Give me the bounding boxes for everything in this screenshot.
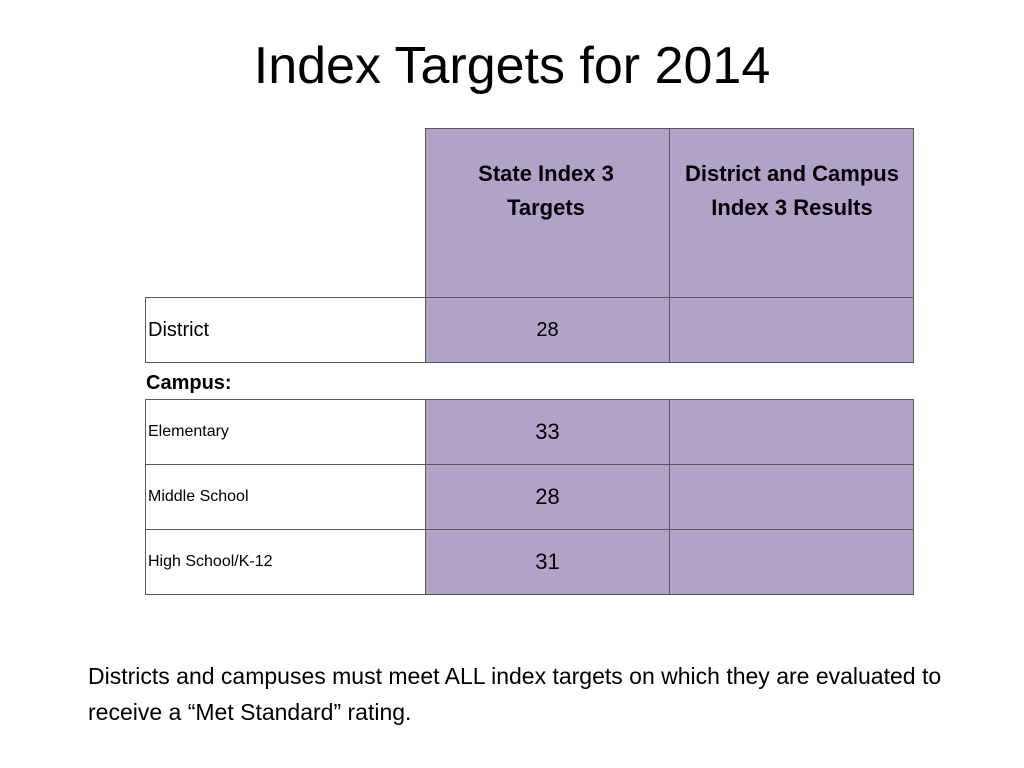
header-state-targets: State Index 3 Targets [478, 161, 614, 220]
high-school-target-cell [425, 529, 670, 595]
district-target-value: 28 [536, 318, 559, 341]
elementary-target-value: 33 [535, 419, 560, 444]
elementary-label: Elementary [148, 423, 229, 440]
campus-section-label: Campus: [146, 371, 232, 394]
district-target-cell [425, 297, 670, 363]
high-school-result-value [669, 529, 914, 595]
header-district-campus-results: District and Campus Index 3 Results [685, 161, 899, 220]
slide-title: Index Targets for 2014 [253, 37, 771, 95]
middle-school-result-value [669, 464, 914, 530]
elementary-result-value [669, 399, 914, 465]
district-label: District [148, 318, 210, 341]
high-school-result-cell [669, 529, 914, 595]
high-school-target-value: 31 [535, 549, 560, 574]
met-standard-note: Districts and campuses must meet ALL ind… [88, 663, 942, 725]
district-result-cell [669, 297, 914, 363]
elementary-target-cell [425, 399, 670, 465]
middle-school-result-cell [669, 464, 914, 530]
high-school-label: High School/K-12 [148, 553, 273, 570]
middle-school-target-cell [425, 464, 670, 530]
header-divider [669, 128, 670, 298]
district-result-value [669, 297, 914, 363]
middle-school-target-value: 28 [535, 484, 560, 509]
middle-school-label: Middle School [148, 488, 249, 505]
